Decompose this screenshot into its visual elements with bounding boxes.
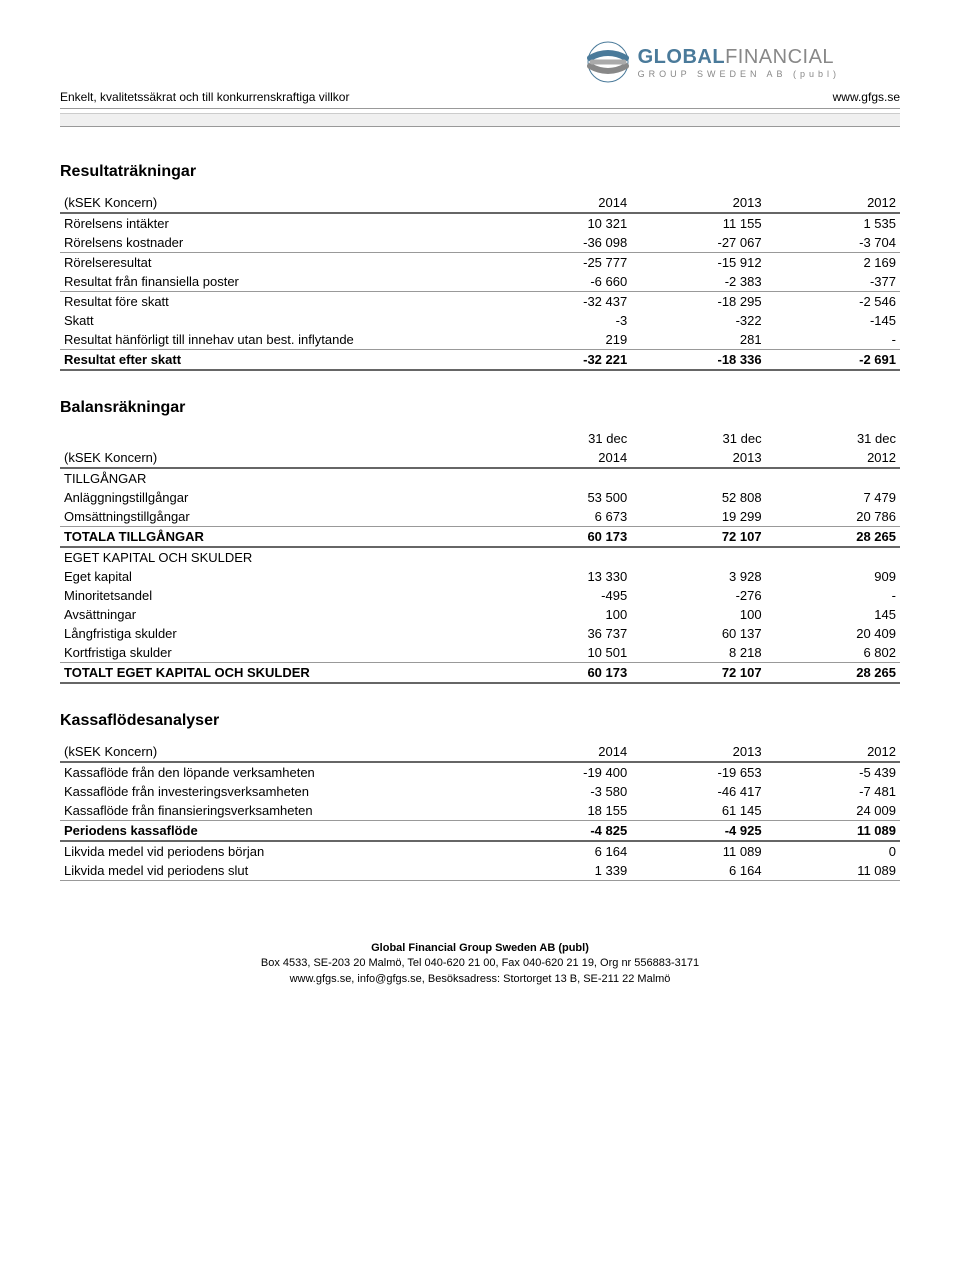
income-table: (kSEK Koncern) 2014 2013 2012 Rörelsens … [60,193,900,371]
logo-text-financial: FINANCIAL [725,46,834,68]
globe-icon [586,40,630,84]
balance-unit-label: (kSEK Koncern) [60,448,497,468]
logo-text-global: GLOBAL [638,46,725,68]
logo-subtitle: GROUP SWEDEN AB (publ) [638,69,840,79]
page-footer: Global Financial Group Sweden AB (publ) … [60,941,900,987]
income-year-1: 2013 [631,193,765,213]
header-website: www.gfgs.se [833,90,900,104]
header-divider-bar [60,113,900,127]
equity-heading: EGET KAPITAL OCH SKULDER [60,547,497,567]
cashflow-table: (kSEK Koncern) 2014 2013 2012 Kassaflöde… [60,742,900,881]
balance-title: Balansräkningar [60,399,900,417]
income-title: Resultaträkningar [60,163,900,181]
footer-line-1: Box 4533, SE-203 20 Malmö, Tel 040-620 2… [60,956,900,971]
assets-heading: TILLGÅNGAR [60,468,497,488]
cashflow-title: Kassaflödesanalyser [60,712,900,730]
income-unit-label: (kSEK Koncern) [60,193,497,213]
balance-table: 31 dec 31 dec 31 dec (kSEK Koncern) 2014… [60,429,900,684]
company-logo: GLOBALFINANCIAL GROUP SWEDEN AB (publ) [586,40,840,84]
header-tagline: Enkelt, kvalitetssäkrat och till konkurr… [60,90,349,104]
cashflow-unit-label: (kSEK Koncern) [60,742,497,762]
income-year-2: 2012 [766,193,900,213]
footer-line-2: www.gfgs.se, info@gfgs.se, Besöksadress:… [60,972,900,987]
income-year-0: 2014 [497,193,631,213]
footer-company: Global Financial Group Sweden AB (publ) [60,941,900,956]
